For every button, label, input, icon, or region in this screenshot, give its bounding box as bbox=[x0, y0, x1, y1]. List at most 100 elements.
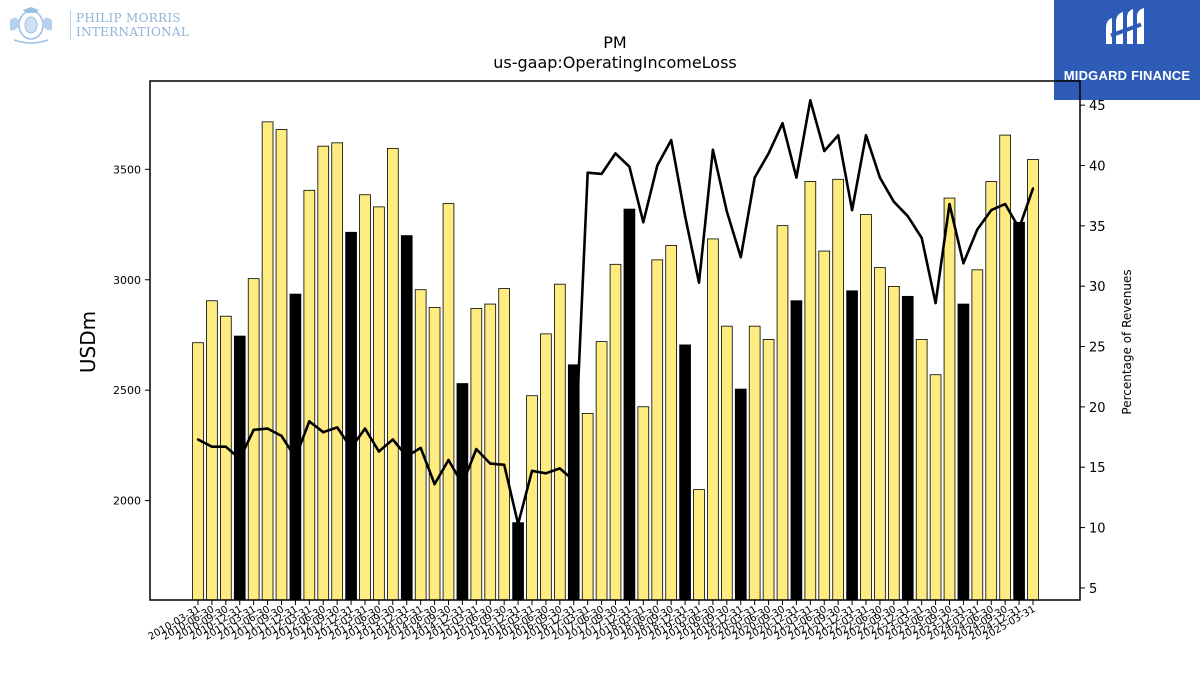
bar bbox=[762, 338, 775, 601]
y2-tick-label: 25 bbox=[1089, 341, 1106, 356]
y-tick-label: 3000 bbox=[113, 274, 141, 287]
percentage-point bbox=[516, 522, 520, 526]
percentage-point bbox=[266, 427, 269, 430]
percentage-point bbox=[461, 482, 464, 486]
logo-line-1: PHILIP MORRIS bbox=[76, 11, 181, 25]
percentage-point bbox=[656, 164, 659, 167]
bar bbox=[359, 194, 371, 601]
y-axis-label: USDm bbox=[76, 311, 100, 373]
bar bbox=[512, 522, 524, 601]
percentage-point bbox=[349, 446, 353, 450]
percentage-point bbox=[934, 301, 937, 305]
bar bbox=[651, 259, 664, 601]
y2-tick-label: 45 bbox=[1089, 99, 1106, 114]
bar bbox=[637, 406, 650, 601]
bar bbox=[832, 178, 844, 601]
bar bbox=[665, 245, 677, 601]
bar bbox=[275, 129, 288, 601]
percentage-point bbox=[739, 256, 742, 259]
midgard-finance-wordmark: MIDGARD FINANCE bbox=[1063, 68, 1191, 83]
bar bbox=[554, 283, 566, 601]
bar bbox=[373, 206, 385, 601]
y2-tick-label: 35 bbox=[1089, 220, 1106, 235]
bar bbox=[748, 325, 761, 601]
percentage-point bbox=[809, 99, 812, 102]
y2-tick-label: 20 bbox=[1089, 401, 1106, 416]
chart-title: PM bbox=[603, 33, 626, 52]
y2-tick-label: 15 bbox=[1089, 461, 1106, 476]
percentage-point bbox=[711, 148, 715, 151]
bar bbox=[609, 263, 622, 601]
midgard-finance-logo: MIDGARD FINANCE bbox=[1054, 0, 1200, 100]
bar bbox=[400, 235, 413, 601]
percentage-point bbox=[850, 208, 854, 212]
bar bbox=[693, 489, 705, 601]
plot-area: 2000250030003500510152025303540452010-03… bbox=[113, 80, 1106, 643]
bar bbox=[387, 147, 399, 601]
percentage-point bbox=[669, 138, 673, 142]
logo-divider bbox=[70, 10, 71, 40]
bar bbox=[1013, 221, 1025, 601]
chart-subtitle: us-gaap:OperatingIncomeLoss bbox=[493, 53, 737, 72]
y-tick-label: 2000 bbox=[113, 495, 141, 508]
bar bbox=[206, 300, 218, 601]
bar bbox=[874, 267, 886, 601]
bar bbox=[804, 181, 817, 601]
bar bbox=[498, 288, 510, 601]
bar bbox=[1027, 159, 1039, 601]
bar bbox=[317, 145, 330, 601]
bar bbox=[790, 300, 803, 601]
percentage-point bbox=[795, 176, 798, 179]
bar bbox=[428, 306, 441, 601]
percentage-point bbox=[419, 446, 422, 450]
percentage-point bbox=[628, 165, 631, 168]
percentage-point bbox=[502, 463, 506, 467]
bar bbox=[901, 295, 914, 601]
percentage-point bbox=[892, 200, 896, 203]
percentage-point bbox=[335, 426, 339, 429]
bar bbox=[915, 338, 928, 601]
percentage-point bbox=[489, 462, 492, 465]
percentage-point bbox=[377, 450, 381, 453]
bar bbox=[456, 383, 469, 601]
bar bbox=[721, 325, 733, 601]
bar bbox=[484, 303, 497, 601]
percentage-point bbox=[544, 472, 548, 475]
percentage-point bbox=[697, 281, 701, 284]
bar bbox=[233, 335, 246, 601]
percentage-point bbox=[1003, 202, 1007, 206]
percentage-point bbox=[558, 467, 562, 470]
percentage-point bbox=[823, 149, 826, 153]
percentage-point bbox=[1031, 187, 1035, 190]
percentage-point bbox=[1017, 227, 1021, 230]
philip-morris-wordmark: PHILIP MORRIS INTERNATIONAL bbox=[76, 11, 189, 39]
y2-tick-label: 5 bbox=[1089, 582, 1097, 597]
y2-axis-label: Percentage of Revenues bbox=[1120, 269, 1134, 414]
bar bbox=[776, 225, 789, 601]
percentage-point bbox=[753, 176, 756, 179]
bar bbox=[860, 214, 872, 601]
bar bbox=[526, 395, 538, 601]
percentage-point bbox=[836, 134, 840, 137]
percentage-point bbox=[614, 152, 617, 155]
bar bbox=[220, 315, 232, 601]
bar bbox=[303, 189, 316, 601]
bar bbox=[581, 412, 594, 601]
bar bbox=[192, 342, 204, 601]
percentage-point bbox=[600, 172, 603, 176]
bar bbox=[595, 341, 608, 601]
percentage-point bbox=[948, 202, 951, 206]
bar bbox=[345, 231, 357, 601]
percentage-point bbox=[433, 482, 436, 486]
percentage-point bbox=[572, 479, 575, 482]
bar bbox=[818, 250, 831, 601]
bar bbox=[971, 269, 984, 601]
y2-tick-label: 10 bbox=[1089, 522, 1106, 537]
bar bbox=[846, 290, 858, 601]
y2-tick-label: 30 bbox=[1089, 280, 1106, 295]
percentage-point bbox=[683, 214, 687, 218]
percentage-point bbox=[238, 457, 241, 460]
y-tick-label: 3500 bbox=[113, 163, 141, 176]
percentage-point bbox=[586, 171, 589, 174]
